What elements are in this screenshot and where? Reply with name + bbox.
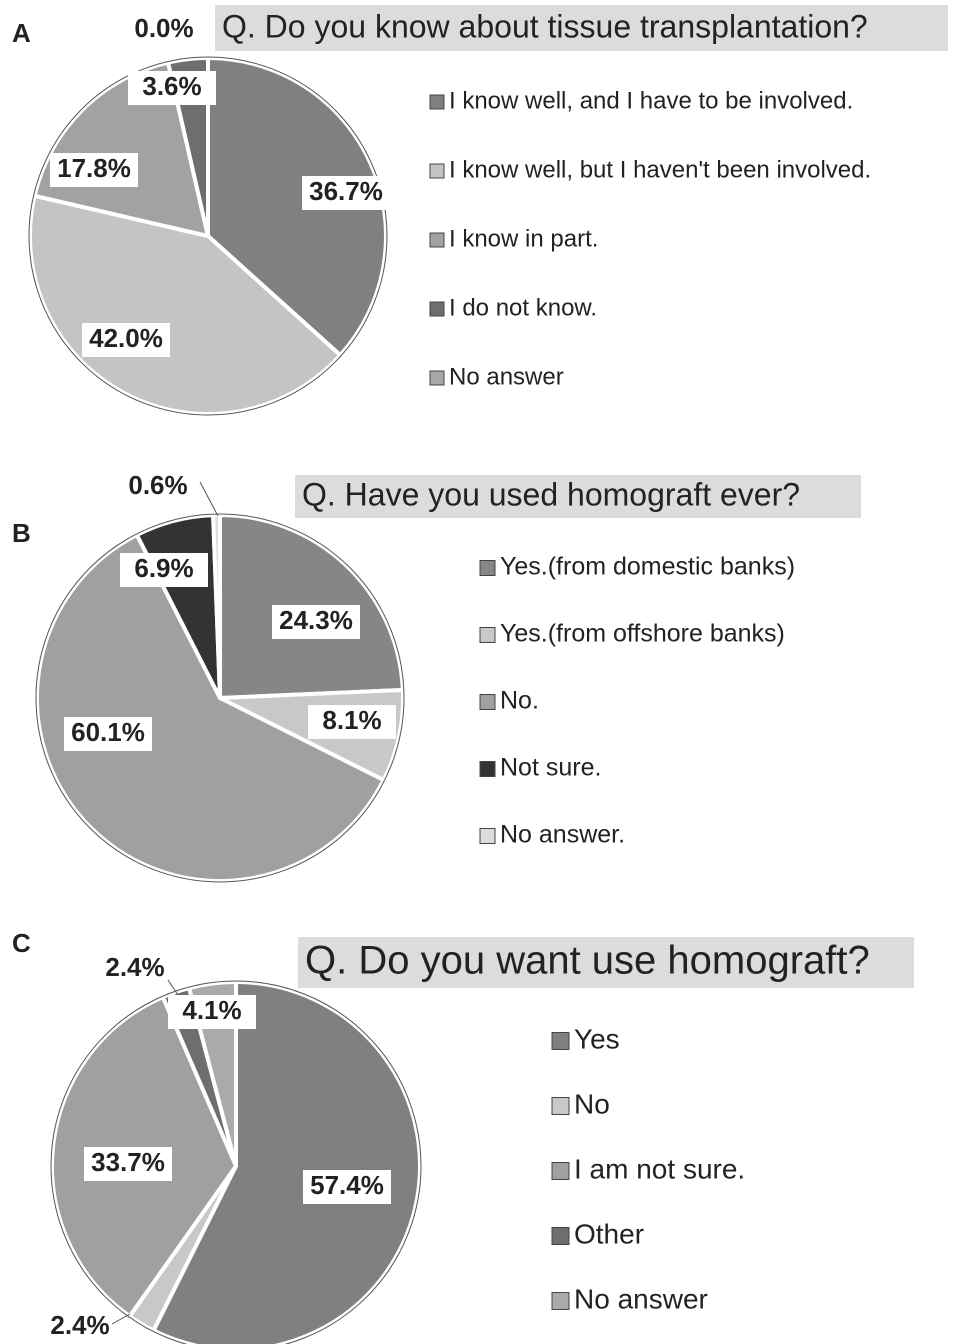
legend-swatch bbox=[551, 1227, 570, 1245]
data-label: 36.7% bbox=[309, 176, 383, 206]
legend-swatch bbox=[479, 627, 496, 643]
legend-swatch bbox=[429, 94, 445, 110]
legend-label: Yes bbox=[574, 1023, 620, 1054]
chart-title: Q. Do you want use homograft? bbox=[305, 939, 870, 983]
label-box bbox=[272, 605, 360, 639]
label-box bbox=[120, 553, 208, 587]
label-box bbox=[64, 717, 152, 751]
label-box bbox=[50, 153, 138, 187]
label-box bbox=[82, 323, 170, 357]
data-label: 6.9% bbox=[134, 553, 193, 583]
legend-swatch bbox=[479, 560, 496, 576]
legend-swatch bbox=[551, 1292, 570, 1310]
data-label: 57.4% bbox=[310, 1170, 384, 1200]
pie-slice bbox=[211, 513, 222, 700]
title-background bbox=[215, 5, 948, 51]
pie-outline bbox=[28, 56, 388, 416]
legend-label: I am not sure. bbox=[574, 1153, 745, 1184]
legend-label: No answer bbox=[574, 1283, 708, 1314]
legend-label: Yes.(from offshore banks) bbox=[500, 620, 785, 648]
label-box bbox=[128, 71, 216, 105]
leader-line bbox=[199, 481, 219, 517]
panel-letter: A bbox=[12, 18, 31, 48]
data-label: 3.6% bbox=[142, 71, 201, 101]
data-label: 42.0% bbox=[89, 323, 163, 353]
data-label: 0.0% bbox=[134, 13, 193, 43]
legend-swatch bbox=[551, 1097, 570, 1115]
data-label: 4.1% bbox=[182, 995, 241, 1025]
data-label: 2.4% bbox=[105, 952, 164, 982]
legend-swatch bbox=[551, 1032, 570, 1050]
legend-label: I know well, but I haven't been involved… bbox=[449, 156, 871, 183]
legend-label: No bbox=[574, 1088, 610, 1119]
legend-swatch bbox=[479, 828, 496, 844]
pie-slice bbox=[35, 532, 386, 883]
legend-swatch bbox=[429, 232, 445, 248]
data-label: 8.1% bbox=[322, 705, 381, 735]
legend-swatch bbox=[479, 694, 496, 710]
data-label: 24.3% bbox=[279, 605, 353, 635]
legend-label: No. bbox=[500, 687, 539, 715]
label-box bbox=[168, 995, 256, 1029]
chart-title: Q. Have you used homograft ever? bbox=[302, 476, 800, 512]
leader-line bbox=[111, 1313, 131, 1325]
legend-label: I know in part. bbox=[449, 225, 598, 252]
legend-label: Not sure. bbox=[500, 754, 601, 782]
data-label: 17.8% bbox=[57, 153, 131, 183]
chart-title: Q. Do you know about tissue transplantat… bbox=[222, 8, 868, 44]
legend-label: Other bbox=[574, 1218, 644, 1249]
pie-outline bbox=[35, 513, 405, 883]
data-label: 2.4% bbox=[50, 1310, 109, 1340]
pie-slice bbox=[28, 193, 343, 416]
legend-label: I do not know. bbox=[449, 294, 597, 321]
label-box bbox=[303, 1170, 391, 1204]
pie-slice bbox=[206, 56, 388, 358]
label-box bbox=[302, 176, 390, 210]
legend-swatch bbox=[551, 1162, 570, 1180]
pie-slice bbox=[151, 980, 422, 1344]
label-box bbox=[308, 705, 396, 739]
title-background bbox=[298, 937, 914, 988]
pie-slice bbox=[32, 60, 210, 238]
label-box bbox=[84, 1147, 172, 1181]
legend-swatch bbox=[479, 761, 496, 777]
legend-label: No answer. bbox=[500, 821, 625, 849]
panel-letter: B bbox=[12, 518, 31, 548]
legend-swatch bbox=[429, 301, 445, 317]
data-label: 0.6% bbox=[128, 470, 187, 500]
panel-letter: C bbox=[12, 928, 31, 958]
pie-outline bbox=[50, 980, 422, 1344]
data-label: 60.1% bbox=[71, 717, 145, 747]
legend-label: No answer bbox=[449, 363, 564, 390]
data-label: 33.7% bbox=[91, 1147, 165, 1177]
legend-label: I know well, and I have to be involved. bbox=[449, 87, 853, 114]
legend-swatch bbox=[429, 163, 445, 179]
legend-swatch bbox=[429, 370, 445, 386]
legend-label: Yes.(from domestic banks) bbox=[500, 553, 795, 581]
title-background bbox=[295, 475, 861, 518]
